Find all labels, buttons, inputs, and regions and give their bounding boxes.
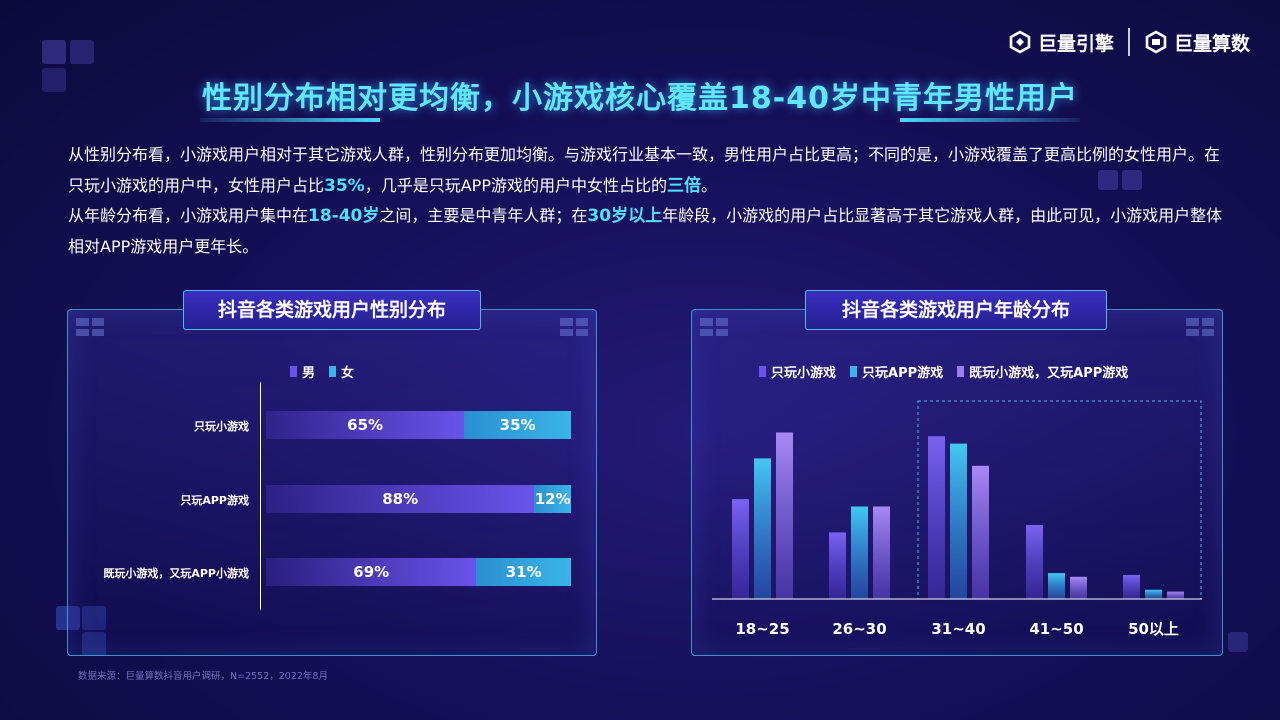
decor-block <box>42 40 66 64</box>
age-bar-series-2 <box>1145 589 1162 599</box>
gender-bar-male: 65% <box>266 411 465 439</box>
gender-bar-male: 69% <box>266 558 477 586</box>
age-bar-series-1 <box>928 436 945 599</box>
description-age: 从年龄分布看，小游戏用户集中在18-40岁之间，主要是中青年人群；在30岁以上年… <box>68 201 1228 262</box>
logo-right-text: 巨量算数 <box>1173 32 1250 55</box>
age-bar-series-1 <box>1123 574 1140 599</box>
age-bar-series-1 <box>829 532 846 599</box>
title-underline-right <box>900 118 1080 122</box>
decor-block <box>56 606 80 630</box>
decor-block <box>82 606 106 630</box>
juliang-suanshu-logo-icon <box>1145 30 1167 54</box>
legend-label-female: 女 <box>341 366 355 381</box>
age-category-label: 41~50 <box>1029 620 1083 638</box>
age-legend: 只玩小游戏 只玩APP游戏 既玩小游戏，又玩APP游戏 <box>759 362 1142 381</box>
corner-decor <box>76 318 104 336</box>
legend-swatch-app-only <box>850 366 858 377</box>
description-gender: 从性别分布看，小游戏用户相对于其它游戏人群，性别分布更加均衡。与游戏行业基本一致… <box>68 140 1228 201</box>
gender-chart-title: 抖音各类游戏用户性别分布 <box>183 290 481 330</box>
legend-swatch-both <box>957 366 965 377</box>
legend-swatch-mini-only <box>759 366 766 377</box>
legend-label-both: 既玩小游戏，又玩APP游戏 <box>969 366 1129 381</box>
age-bar-series-3 <box>972 465 989 599</box>
age-chart-title: 抖音各类游戏用户年龄分布 <box>805 290 1107 330</box>
decor-block <box>1122 170 1142 190</box>
desc-text: 。 <box>700 175 717 195</box>
corner-decor <box>700 318 728 336</box>
age-bar-series-3 <box>776 432 793 599</box>
gender-category-label: 既玩小游戏，又玩APP小游戏 <box>103 567 249 580</box>
age-bar-series-3 <box>1070 576 1087 599</box>
gender-category-label: 只玩APP游戏 <box>180 494 249 507</box>
legend-item-female: 女 <box>329 362 354 381</box>
desc-highlight: 18-40岁 <box>308 206 380 226</box>
age-chart-plot: 18~25 26~30 31~40 41~50 50以上 <box>712 400 1202 638</box>
desc-text: ，几乎是只玩APP游戏的用户中女性占比的 <box>364 175 667 195</box>
decor-block <box>42 68 66 92</box>
desc-highlight: 三倍 <box>666 175 701 196</box>
logo-left-text: 巨量引擎 <box>1037 32 1114 55</box>
age-category-label: 26~30 <box>832 620 886 638</box>
desc-highlight: 35% <box>324 175 365 196</box>
age-bar-series-2 <box>754 458 771 599</box>
gender-category-label: 只玩小游戏 <box>194 420 249 433</box>
age-category-label: 31~40 <box>931 620 985 638</box>
gender-legend: 男 女 <box>290 362 368 381</box>
age-bar-series-2 <box>851 506 868 599</box>
gender-axis-line <box>260 382 261 610</box>
age-bar-series-1 <box>1026 525 1043 599</box>
age-category-label: 18~25 <box>735 620 789 638</box>
desc-text: 从年龄分布看，小游戏用户集中在 <box>68 206 309 225</box>
corner-decor <box>1186 318 1214 336</box>
legend-label-mini-only: 只玩小游戏 <box>771 366 837 381</box>
desc-text: 从性别分布看，小游戏用户相对于其它游戏人群，性别分布更加均衡。与游戏行业基本一致… <box>68 145 1221 195</box>
gender-bar-male: 88% <box>266 485 535 513</box>
gender-chart-panel: 抖音各类游戏用户性别分布 男 女 只玩小游戏 65% 35% 只玩APP游戏 88% 12… <box>67 290 597 656</box>
age-category-label: 50以上 <box>1128 620 1179 638</box>
gender-bar-female: 31% <box>476 558 571 586</box>
legend-item-both: 既玩小游戏，又玩APP游戏 <box>957 362 1128 381</box>
desc-text: 年龄段，小游戏的用户占比显著高于其它游戏人群，由此可见，小游戏用户整体相对APP… <box>68 206 1223 256</box>
description: 从性别分布看，小游戏用户相对于其它游戏人群，性别分布更加均衡。与游戏行业基本一致… <box>68 140 1228 262</box>
gender-bar-female: 12% <box>534 485 571 513</box>
legend-swatch-female <box>329 366 337 377</box>
age-bar-series-1 <box>732 499 749 599</box>
legend-label-app-only: 只玩APP游戏 <box>862 366 944 381</box>
decor-block <box>1228 632 1248 652</box>
brand-logos: 巨量引擎 巨量算数 <box>1008 28 1250 56</box>
desc-highlight: 30岁以上 <box>587 206 663 226</box>
data-source: 数据来源：巨量算数抖音用户调研，N=2552，2022年8月 <box>78 671 328 682</box>
gender-bar-female: 35% <box>464 411 571 439</box>
legend-swatch-male <box>290 366 297 377</box>
legend-item-mini-only: 只玩小游戏 <box>759 362 836 381</box>
age-bar-series-2 <box>950 443 967 599</box>
legend-item-male: 男 <box>290 362 315 381</box>
logo-divider <box>1127 28 1130 56</box>
age-bar-series-3 <box>873 506 890 599</box>
juliang-yinqing-logo-icon <box>1009 30 1031 54</box>
desc-text: 之间，主要是中青年人群；在 <box>379 206 588 225</box>
title-underline-left <box>200 118 380 122</box>
page-title: 性别分布相对更均衡，小游戏核心覆盖18-40岁中青年男性用户 <box>202 81 1078 116</box>
logo-juliang-suanshu: 巨量算数 <box>1144 29 1250 56</box>
logo-juliang-yinqing: 巨量引擎 <box>1008 29 1114 56</box>
decor-block <box>82 632 106 656</box>
legend-label-male: 男 <box>302 366 316 381</box>
legend-item-app-only: 只玩APP游戏 <box>850 362 943 381</box>
age-bar-series-3 <box>1167 591 1184 599</box>
age-bar-series-2 <box>1048 573 1065 599</box>
decor-block <box>1098 170 1118 190</box>
decor-block <box>70 40 94 64</box>
corner-decor <box>560 318 588 336</box>
age-chart-panel: 抖音各类游戏用户年龄分布 只玩小游戏 只玩APP游戏 既玩小游戏，又玩APP游戏… <box>691 290 1223 656</box>
